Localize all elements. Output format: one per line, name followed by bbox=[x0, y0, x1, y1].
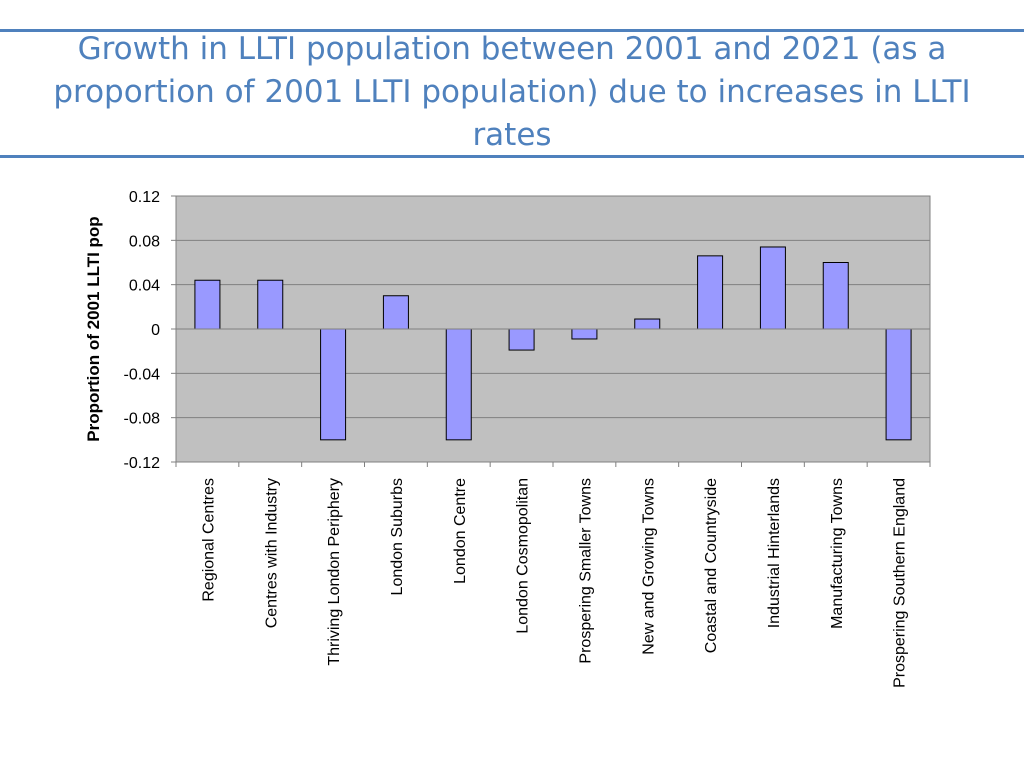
title-bottom-rule bbox=[0, 155, 1024, 158]
y-tick-label: -0.12 bbox=[124, 455, 161, 472]
bar bbox=[382, 295, 409, 330]
bar bbox=[571, 328, 598, 340]
x-tick-label: Manufacturing Towns bbox=[829, 478, 846, 629]
x-tick-label: Prospering Southern England bbox=[892, 478, 909, 688]
x-tick-label: Coastal and Countryside bbox=[703, 478, 720, 653]
y-tick-label: 0.08 bbox=[129, 233, 160, 250]
bar bbox=[320, 328, 347, 441]
x-tick-label: Industrial Hinterlands bbox=[766, 478, 783, 628]
bar bbox=[194, 279, 221, 330]
x-tick-label: London Suburbs bbox=[389, 478, 406, 595]
x-tick-label: Centres with Industry bbox=[263, 478, 280, 628]
y-tick-label: -0.08 bbox=[124, 411, 161, 428]
y-tick-label: -0.04 bbox=[124, 366, 161, 383]
y-tick-label: 0.12 bbox=[129, 189, 160, 206]
y-tick-label: 0 bbox=[151, 322, 160, 339]
bar bbox=[822, 262, 849, 330]
slide-title: Growth in LLTI population between 2001 a… bbox=[53, 31, 971, 153]
y-tick-label: 0.04 bbox=[129, 278, 160, 295]
x-tick-label: New and Growing Towns bbox=[640, 478, 657, 655]
x-tick-label: Regional Centres bbox=[200, 478, 217, 602]
title-top-rule bbox=[0, 29, 1024, 32]
x-tick-label: London Centre bbox=[452, 478, 469, 584]
bar bbox=[634, 318, 661, 330]
bar bbox=[885, 328, 912, 441]
bar bbox=[759, 246, 786, 330]
bar bbox=[445, 328, 472, 441]
y-axis-label: Proportion of 2001 LLTI pop bbox=[84, 216, 103, 441]
bar bbox=[257, 279, 284, 330]
x-tick-label: Thriving London Periphery bbox=[326, 478, 343, 666]
bar bbox=[697, 255, 724, 330]
bar bbox=[508, 328, 535, 351]
x-tick-label: Prospering Smaller Towns bbox=[577, 478, 594, 664]
x-tick-label: London Cosmopolitan bbox=[515, 478, 532, 634]
